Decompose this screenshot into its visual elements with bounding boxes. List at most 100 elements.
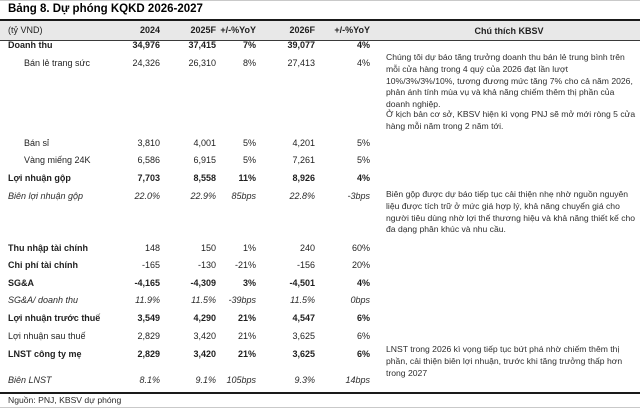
table-row-sga-doanh-thu: SG&A/ doanh thu 11.9% 11.5% -39bps 11.5%…: [0, 292, 378, 308]
table-row-loi-nhuan-truoc-thue: Lợi nhuận trước thuế 3,549 4,290 21% 4,5…: [0, 310, 378, 326]
cell-2026f: 11.5%: [290, 295, 315, 305]
cell-2024: 22.0%: [134, 191, 160, 201]
header-yoy-2: +/-%YoY: [334, 25, 370, 35]
row-label: Lợi nhuận trước thuế: [8, 313, 101, 323]
bottom-rule: [0, 392, 640, 394]
cell-yoy1: 105bps: [226, 375, 256, 385]
row-label: Chi phí tài chính: [8, 260, 78, 270]
cell-2025f: 37,415: [188, 40, 216, 50]
cell-yoy1: 21%: [237, 349, 256, 359]
cell-2026f: 8,926: [292, 173, 315, 183]
row-label: Bán lẻ trang sức: [24, 58, 91, 68]
table-row-bien-lnst: Biên LNST 8.1% 9.1% 105bps 9.3% 14bps: [0, 372, 378, 388]
note-store-expansion: Ở kịch bản cơ sở, KBSV hiện kì vọng PNJ …: [386, 109, 636, 131]
table-title: Bảng 8. Dự phóng KQKD 2026-2027: [8, 3, 203, 15]
cell-yoy2: 6%: [356, 349, 370, 359]
header-notes: Chú thích KBSV: [474, 26, 544, 36]
cell-yoy2: 60%: [351, 243, 370, 253]
row-label: LNST công ty mẹ: [8, 349, 82, 359]
footer-rule: [0, 407, 640, 408]
cell-yoy2: 4%: [356, 58, 370, 68]
header-2024: 2024: [139, 25, 160, 35]
table-row-loi-nhuan-gop: Lợi nhuận gộp 7,703 8,558 11% 8,926 4%: [0, 170, 378, 186]
cell-yoy1: -39bps: [228, 295, 256, 305]
cell-2026f: -156: [296, 260, 315, 270]
table-row-bien-loi-nhuan-gop: Biên lợi nhuận gộp 22.0% 22.9% 85bps 22.…: [0, 188, 378, 204]
cell-yoy2: 5%: [356, 155, 370, 165]
note-revenue-forecast: Chúng tôi dự báo tăng trưởng doanh thu b…: [386, 52, 633, 110]
table-row-ban-si: Bán sỉ 3,810 4,001 5% 4,201 5%: [0, 135, 378, 151]
note-gross-margin: Biên gộp được dự báo tiếp tục cải thiện …: [386, 189, 636, 235]
top-rule: [0, 0, 640, 1]
cell-2025f: 22.9%: [190, 191, 216, 201]
cell-yoy1: 21%: [237, 331, 256, 341]
table-row-vang-mieng-24k: Vàng miếng 24K 6,586 6,915 5% 7,261 5%: [0, 152, 378, 168]
table-row-lnst-cong-ty-me: LNST công ty mẹ 2,829 3,420 21% 3,625 6%: [0, 346, 378, 362]
cell-2025f: 4,001: [193, 138, 216, 148]
cell-2026f: 3,625: [292, 349, 315, 359]
cell-yoy1: 7%: [242, 40, 256, 50]
cell-2024: 3,549: [137, 313, 160, 323]
table-row-loi-nhuan-sau-thue: Lợi nhuận sau thuế 2,829 3,420 21% 3,625…: [0, 328, 378, 344]
table-row-ban-le-trang-suc: Bán lẻ trang sức 24,326 26,310 8% 27,413…: [0, 55, 378, 71]
cell-2025f: 3,420: [193, 349, 216, 359]
row-label: SG&A: [8, 278, 35, 288]
row-label: Lợi nhuận sau thuế: [8, 331, 86, 341]
cell-2025f: -4,309: [190, 278, 216, 288]
cell-2025f: -130: [197, 260, 216, 270]
cell-yoy2: 6%: [356, 331, 370, 341]
cell-2024: 24,326: [132, 58, 160, 68]
cell-2026f: 9.3%: [294, 375, 315, 385]
cell-yoy1: 21%: [237, 313, 256, 323]
cell-2026f: 39,077: [287, 40, 315, 50]
row-label: Thu nhập tài chính: [8, 243, 88, 253]
cell-2026f: 240: [299, 243, 315, 253]
cell-2024: 34,976: [132, 40, 160, 50]
row-label: Doanh thu: [8, 40, 53, 50]
cell-yoy1: 1%: [242, 243, 256, 253]
cell-yoy2: 4%: [356, 40, 370, 50]
cell-2024: 11.9%: [135, 295, 160, 305]
cell-2026f: 27,413: [287, 58, 315, 68]
cell-2024: 3,810: [137, 138, 160, 148]
note-net-profit: LNST trong 2026 kì vọng tiếp tục bứt phá…: [386, 344, 623, 378]
cell-2026f: 4,201: [292, 138, 315, 148]
cell-2025f: 26,310: [188, 58, 216, 68]
row-label: Lợi nhuận gộp: [8, 173, 71, 183]
cell-yoy2: -3bps: [347, 191, 370, 201]
header-2025f: 2025F: [190, 25, 216, 35]
source-caption: Nguồn: PNJ, KBSV dự phóng: [8, 395, 122, 405]
cell-yoy2: 6%: [356, 313, 370, 323]
cell-yoy1: 3%: [242, 278, 256, 288]
cell-2026f: 22.8%: [289, 191, 315, 201]
cell-2024: 7,703: [137, 173, 160, 183]
cell-2026f: 4,547: [292, 313, 315, 323]
cell-2025f: 150: [200, 243, 216, 253]
cell-yoy2: 14bps: [345, 375, 370, 385]
cell-2026f: -4,501: [289, 278, 315, 288]
cell-2025f: 8,558: [193, 173, 216, 183]
cell-yoy2: 5%: [356, 138, 370, 148]
cell-2026f: 7,261: [292, 155, 315, 165]
cell-yoy1: 8%: [242, 58, 256, 68]
cell-yoy2: 4%: [356, 278, 370, 288]
cell-2024: 8.1%: [139, 375, 160, 385]
cell-2024: 2,829: [137, 331, 160, 341]
cell-2024: 6,586: [137, 155, 160, 165]
header-yoy-1: +/-%YoY: [220, 25, 256, 35]
table-header-row: (tỷ VND) 2024 2025F +/-%YoY 2026F +/-%Yo…: [0, 21, 640, 41]
cell-2026f: 3,625: [292, 331, 315, 341]
row-label: Bán sỉ: [24, 138, 50, 148]
cell-yoy1: 85bps: [231, 191, 256, 201]
row-label: Biên lợi nhuận gộp: [8, 191, 83, 201]
cell-yoy1: -21%: [234, 260, 256, 270]
table-row-chi-phi-tai-chinh: Chi phí tài chính -165 -130 -21% -156 20…: [0, 257, 378, 273]
cell-2024: -165: [141, 260, 160, 270]
cell-2025f: 9.1%: [195, 375, 216, 385]
cell-2024: -4,165: [134, 278, 160, 288]
cell-yoy1: 11%: [238, 173, 256, 183]
cell-yoy2: 4%: [356, 173, 370, 183]
cell-yoy2: 0bps: [350, 295, 370, 305]
row-label: SG&A/ doanh thu: [8, 295, 79, 305]
